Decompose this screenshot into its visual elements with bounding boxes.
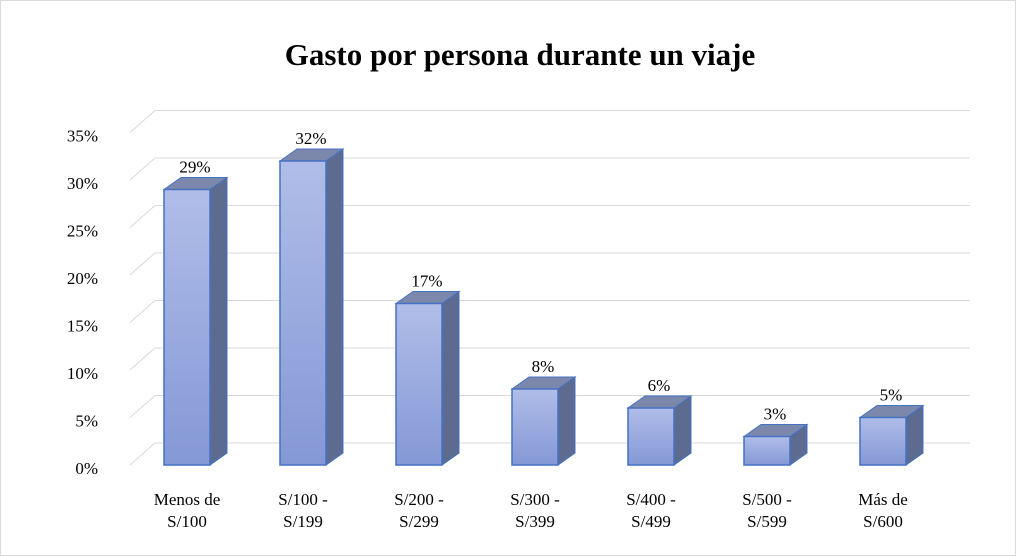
y-tick-label: 20% xyxy=(67,269,98,288)
y-tick-label: 0% xyxy=(75,459,98,478)
data-label: 3% xyxy=(764,404,787,423)
bar-side xyxy=(325,148,344,466)
y-tick-label: 15% xyxy=(67,316,98,335)
y-tick-label: 10% xyxy=(67,364,98,383)
bar-front xyxy=(627,407,675,466)
x-tick-label: S/400 - S/499 xyxy=(626,490,676,531)
x-tick-label: S/500 - S/599 xyxy=(742,490,792,531)
data-label: 17% xyxy=(411,271,442,290)
grid-line-depth xyxy=(129,205,156,228)
bar-front xyxy=(743,435,791,466)
grid-line-depth xyxy=(129,347,156,371)
y-tick-label: 5% xyxy=(75,411,98,430)
bar-front xyxy=(395,302,443,466)
x-tick-label: S/200 - S/299 xyxy=(394,490,444,531)
grid-line-depth xyxy=(129,110,156,133)
grid-line-depth xyxy=(129,252,156,276)
y-tick-label: 35% xyxy=(67,126,98,145)
bar-front xyxy=(511,388,559,466)
data-label: 32% xyxy=(295,129,326,148)
y-tick-label: 25% xyxy=(67,221,98,240)
grid-line-depth xyxy=(129,300,156,323)
bar xyxy=(626,395,693,466)
bar xyxy=(858,404,925,466)
bar-side xyxy=(209,176,228,466)
bar xyxy=(742,423,809,466)
grid-line-depth xyxy=(129,442,156,466)
bar-front xyxy=(859,416,907,466)
bar-front xyxy=(163,188,211,466)
bar xyxy=(278,148,345,466)
x-tick-label: Más de S/600 xyxy=(858,490,908,531)
bar-front xyxy=(279,160,327,466)
x-tick-label: S/300 - S/399 xyxy=(510,490,560,531)
x-tick-label: S/100 - S/199 xyxy=(278,490,328,531)
data-label: 29% xyxy=(179,157,210,176)
grid-line-depth xyxy=(129,157,156,181)
grid-line-depth xyxy=(129,395,156,418)
bar xyxy=(394,290,461,466)
data-label: 5% xyxy=(880,385,903,404)
bar-side xyxy=(557,376,576,466)
chart-title: Gasto por persona durante un viaje xyxy=(285,37,756,72)
bar xyxy=(510,376,577,466)
y-tick-label: 30% xyxy=(67,174,98,193)
data-label: 8% xyxy=(532,357,555,376)
bar-side xyxy=(441,290,460,466)
x-tick-label: Menos de S/100 xyxy=(153,490,221,531)
data-label: 6% xyxy=(648,376,671,395)
bar xyxy=(162,176,229,466)
